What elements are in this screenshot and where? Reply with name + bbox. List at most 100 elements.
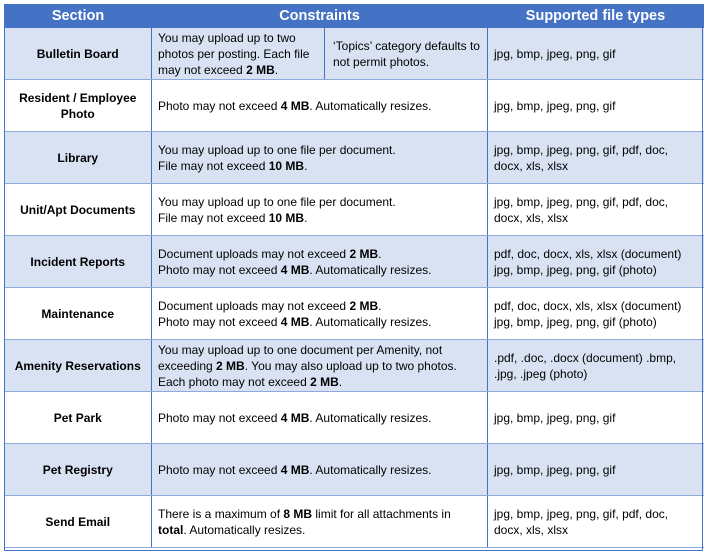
file-constraints-table: Section Constraints Supported file types… bbox=[4, 4, 704, 548]
table-row: Library You may upload up to one file per… bbox=[4, 131, 704, 184]
constraint-text-fragment: . Automatically resizes. bbox=[309, 462, 432, 477]
table-row: Resident / Employee Photo Photo may not e… bbox=[4, 79, 704, 132]
constraint-text-fragment: File may not exceed bbox=[158, 210, 269, 225]
supported-file-types: jpg, bmp, jpeg, png, gif, pdf, doc, docx… bbox=[487, 495, 704, 548]
section-name: Resident / Employee Photo bbox=[4, 79, 152, 132]
constraint-text-fragment: . Automatically resizes. bbox=[309, 410, 432, 425]
table-header-row: Section Constraints Supported file types bbox=[4, 4, 704, 28]
constraint-cell: Photo may not exceed 4 MB. Automatically… bbox=[151, 79, 488, 132]
table-body: Bulletin Board You may upload up to two p… bbox=[4, 27, 704, 548]
constraint-text-fragment: You may upload up to two photos per post… bbox=[158, 30, 310, 77]
supported-file-types: pdf, doc, docx, xls, xlsx (document) jpg… bbox=[487, 287, 704, 340]
constraint-emphasis: 4 MB bbox=[280, 410, 310, 425]
constraint-cell: You may upload up to one file per docume… bbox=[151, 183, 488, 236]
constraint-note: ‘Topics’ category defaults to not permit… bbox=[333, 38, 480, 69]
constraint-text-fragment: . bbox=[378, 298, 382, 313]
constraint-text-fragment: . bbox=[274, 62, 279, 77]
constraint-text-fragment: . bbox=[378, 246, 382, 261]
constraint-emphasis: 4 MB bbox=[280, 262, 310, 277]
supported-file-types: jpg, bmp, jpeg, png, gif, pdf, doc, docx… bbox=[487, 131, 704, 184]
constraint-text-fragment: . You may also upload up to two photos. … bbox=[158, 358, 457, 389]
constraint-cell: There is a maximum of 8 MB limit for all… bbox=[151, 495, 488, 548]
constraint-cell: You may upload up to one file per docume… bbox=[151, 131, 488, 184]
supported-file-types: jpg, bmp, jpeg, png, gif bbox=[487, 27, 704, 80]
section-name: Bulletin Board bbox=[4, 27, 152, 80]
constraint-text-fragment: . Automatically resizes. bbox=[309, 98, 432, 113]
supported-file-types: jpg, bmp, jpeg, png, gif bbox=[487, 443, 704, 496]
table-row: Amenity Reservations You may upload up to… bbox=[4, 339, 704, 392]
constraint-text-fragment: . Automatically resizes. bbox=[309, 262, 432, 277]
constraint-text-fragment: Document uploads may not exceed bbox=[158, 298, 350, 313]
constraint-emphasis: 2 MB bbox=[310, 374, 339, 389]
constraint-emphasis: 8 MB bbox=[283, 506, 313, 521]
constraint-text-fragment: limit for all attachments in bbox=[312, 506, 451, 521]
constraint-text: Photo may not exceed 4 MB. Automatically… bbox=[158, 98, 481, 114]
supported-file-types: jpg, bmp, jpeg, png, gif, pdf, doc, docx… bbox=[487, 183, 704, 236]
supported-file-types: jpg, bmp, jpeg, png, gif bbox=[487, 79, 704, 132]
constraint-text-fragment: . bbox=[304, 210, 308, 225]
section-name: Incident Reports bbox=[4, 235, 152, 288]
constraint-text-fragment: Photo may not exceed bbox=[158, 262, 281, 277]
constraint-text: Document uploads may not exceed 2 MB. Pho… bbox=[158, 298, 481, 330]
constraint-text-fragment: File may not exceed bbox=[158, 158, 269, 173]
table-row: Bulletin Board You may upload up to two p… bbox=[4, 27, 704, 80]
constraint-text: You may upload up to one document per Am… bbox=[158, 342, 481, 390]
constraint-text-fragment: . bbox=[304, 158, 308, 173]
supported-file-types: jpg, bmp, jpeg, png, gif bbox=[487, 391, 704, 444]
constraint-text-fragment: . Automatically resizes. bbox=[183, 522, 306, 537]
constraint-emphasis: 10 MB bbox=[268, 210, 305, 225]
constraint-emphasis: total bbox=[158, 522, 184, 537]
section-name: Maintenance bbox=[4, 287, 152, 340]
column-header-types: Supported file types bbox=[487, 4, 704, 28]
section-name: Send Email bbox=[4, 495, 152, 548]
constraint-text: You may upload up to two photos per post… bbox=[158, 28, 325, 79]
table-row: Unit/Apt Documents You may upload up to o… bbox=[4, 183, 704, 236]
constraint-emphasis: 4 MB bbox=[280, 98, 310, 113]
constraint-cell: Document uploads may not exceed 2 MB. Pho… bbox=[151, 287, 488, 340]
supported-file-types: .pdf, .doc, .docx (document) .bmp, .jpg,… bbox=[487, 339, 704, 392]
constraint-cell: Photo may not exceed 4 MB. Automatically… bbox=[151, 443, 488, 496]
section-name: Library bbox=[4, 131, 152, 184]
constraint-text-fragment: Photo may not exceed bbox=[158, 410, 281, 425]
constraint-text: Document uploads may not exceed 2 MB. Pho… bbox=[158, 246, 481, 278]
constraint-cell: You may upload up to one document per Am… bbox=[151, 339, 488, 392]
column-header-section: Section bbox=[4, 4, 152, 28]
constraint-text: Photo may not exceed 4 MB. Automatically… bbox=[158, 410, 481, 426]
constraint-text: You may upload up to one file per docume… bbox=[158, 194, 481, 226]
constraint-text: Photo may not exceed 4 MB. Automatically… bbox=[158, 462, 481, 478]
constraint-text-fragment: Photo may not exceed bbox=[158, 314, 281, 329]
constraint-text-fragment: You may upload up to one file per docume… bbox=[158, 194, 396, 209]
constraint-text-fragment: Document uploads may not exceed bbox=[158, 246, 350, 261]
constraint-emphasis: 2 MB bbox=[349, 298, 379, 313]
constraint-text-fragment: You may upload up to one document per Am… bbox=[158, 342, 443, 373]
table-row: Pet Registry Photo may not exceed 4 MB. A… bbox=[4, 443, 704, 496]
table-row: Maintenance Document uploads may not exce… bbox=[4, 287, 704, 340]
constraint-emphasis: 10 MB bbox=[268, 158, 305, 173]
constraint-emphasis: 4 MB bbox=[280, 314, 310, 329]
section-name: Pet Park bbox=[4, 391, 152, 444]
constraint-emphasis: 2 MB bbox=[216, 358, 245, 373]
constraint-text-fragment: Photo may not exceed bbox=[158, 462, 281, 477]
constraint-text-fragment: Photo may not exceed bbox=[158, 98, 281, 113]
constraint-text: There is a maximum of 8 MB limit for all… bbox=[158, 506, 481, 538]
constraint-cell: You may upload up to two photos per post… bbox=[151, 27, 488, 80]
section-name: Pet Registry bbox=[4, 443, 152, 496]
constraint-cell: Document uploads may not exceed 2 MB. Pho… bbox=[151, 235, 488, 288]
table-row: Send Email There is a maximum of 8 MB lim… bbox=[4, 495, 704, 548]
constraint-emphasis: 2 MB bbox=[349, 246, 379, 261]
section-name: Amenity Reservations bbox=[4, 339, 152, 392]
section-name: Unit/Apt Documents bbox=[4, 183, 152, 236]
constraint-cell: Photo may not exceed 4 MB. Automatically… bbox=[151, 391, 488, 444]
constraint-emphasis: 4 MB bbox=[280, 462, 310, 477]
constraint-emphasis: 2 MB bbox=[246, 62, 275, 77]
constraint-text-fragment: . Automatically resizes. bbox=[309, 314, 432, 329]
supported-file-types: pdf, doc, docx, xls, xlsx (document) jpg… bbox=[487, 235, 704, 288]
constraint-text: You may upload up to one file per docume… bbox=[158, 142, 481, 174]
constraint-text-fragment: There is a maximum of bbox=[158, 506, 284, 521]
table-row: Pet Park Photo may not exceed 4 MB. Autom… bbox=[4, 391, 704, 444]
constraint-text-fragment: . bbox=[338, 374, 343, 389]
column-header-constraints: Constraints bbox=[151, 4, 488, 28]
constraint-text-fragment: You may upload up to one file per docume… bbox=[158, 142, 396, 157]
table-row: Incident Reports Document uploads may not… bbox=[4, 235, 704, 288]
